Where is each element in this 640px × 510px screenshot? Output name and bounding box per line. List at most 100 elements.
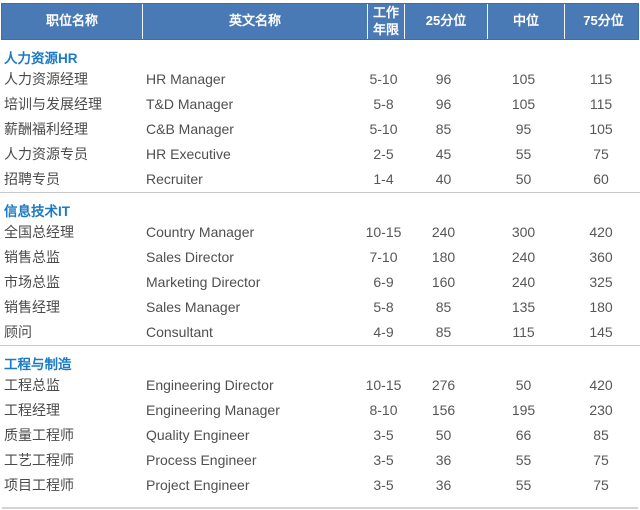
section-divider xyxy=(0,192,640,193)
section-it: 信息技术IT 全国总经理 Country Manager 10-15 240 300 420… xyxy=(0,193,640,346)
cell-median: 50 xyxy=(515,376,532,393)
cell-years: 7-10 xyxy=(369,248,398,265)
cell-p75: 75 xyxy=(593,451,609,468)
cell-p25: 45 xyxy=(435,145,452,162)
cell-position-name: 工程总监 xyxy=(4,376,60,393)
header-cell-english-name: 英文名称 xyxy=(142,4,367,39)
cell-position-name: 人力资源专员 xyxy=(4,145,88,162)
table-sections: 人力资源HR 人力资源经理 HR Manager 5-10 96 105 115 培训与发展经… xyxy=(0,40,640,509)
cell-english-name: Engineering Director xyxy=(146,376,274,393)
cell-median: 195 xyxy=(511,401,536,418)
table-header: 职位名称 英文名称 工作 年限 25分位 中位 75分位 xyxy=(1,3,639,40)
header-cell-median: 中位 xyxy=(487,4,564,39)
cell-p75: 420 xyxy=(589,376,613,393)
cell-p25: 85 xyxy=(435,120,452,137)
cell-years: 5-8 xyxy=(373,95,394,112)
cell-p75: 115 xyxy=(589,70,613,87)
table-row: 工程经理 Engineering Manager 8-10 156 195 230 xyxy=(0,397,640,422)
cell-p75: 325 xyxy=(589,273,613,290)
cell-median: 55 xyxy=(515,145,532,162)
cell-years: 2-5 xyxy=(373,145,394,162)
cell-p25: 156 xyxy=(431,401,456,418)
table-row: 顾问 Consultant 4-9 85 115 145 xyxy=(0,319,640,344)
cell-median: 55 xyxy=(515,451,532,468)
cell-english-name: T&D Manager xyxy=(146,95,234,112)
section-title: 工程与制造 xyxy=(4,357,72,372)
cell-p75: 75 xyxy=(593,476,609,493)
header-cell-p25: 25分位 xyxy=(404,4,487,39)
cell-p25: 36 xyxy=(435,451,452,468)
cell-years: 8-10 xyxy=(369,401,398,418)
cell-position-name: 市场总监 xyxy=(4,273,60,290)
table-row: 全国总经理 Country Manager 10-15 240 300 420 xyxy=(0,219,640,244)
header-cell-years: 工作 年限 xyxy=(367,4,404,39)
cell-position-name: 质量工程师 xyxy=(4,426,74,443)
table-row: 薪酬福利经理 C&B Manager 5-10 85 95 105 xyxy=(0,116,640,141)
table-row: 招聘专员 Recruiter 1-4 40 50 60 xyxy=(0,166,640,191)
cell-position-name: 工程经理 xyxy=(4,401,60,418)
cell-p75: 75 xyxy=(593,145,609,162)
cell-years: 4-9 xyxy=(373,323,394,340)
cell-years: 3-5 xyxy=(373,476,394,493)
section-hr: 人力资源HR 人力资源经理 HR Manager 5-10 96 105 115 培训与发展经… xyxy=(0,40,640,193)
section-engineering: 工程与制造工程总监 Engineering Director 10-15 276 50 4… xyxy=(0,346,640,509)
cell-median: 240 xyxy=(511,273,536,290)
cell-years: 5-8 xyxy=(373,298,394,315)
table-row: 培训与发展经理 T&D Manager 5-8 96 105 115 xyxy=(0,91,640,116)
cell-position-name: 项目工程师 xyxy=(4,476,74,493)
cell-english-name: Process Engineer xyxy=(146,451,257,468)
cell-english-name: HR Executive xyxy=(146,145,231,162)
cell-english-name: Country Manager xyxy=(146,223,255,240)
cell-english-name: Sales Manager xyxy=(146,298,241,315)
cell-position-name: 销售经理 xyxy=(4,298,60,315)
cell-position-name: 工艺工程师 xyxy=(4,451,74,468)
cell-p75: 145 xyxy=(589,323,613,340)
cell-years: 10-15 xyxy=(365,223,402,240)
cell-p75: 180 xyxy=(589,298,613,315)
cell-position-name: 顾问 xyxy=(4,323,32,340)
cell-p75: 360 xyxy=(589,248,613,265)
cell-position-name: 人力资源经理 xyxy=(4,70,88,87)
table-row: 工艺工程师 Process Engineer 3-5 36 55 75 xyxy=(0,447,640,472)
cell-p25: 160 xyxy=(431,273,456,290)
bottom-divider xyxy=(2,507,638,509)
header-cell-p75: 75分位 xyxy=(564,4,640,39)
cell-p75: 60 xyxy=(593,170,609,187)
cell-position-name: 销售总监 xyxy=(4,248,60,265)
cell-p75: 85 xyxy=(593,426,609,443)
cell-years: 6-9 xyxy=(373,273,394,290)
cell-years: 5-10 xyxy=(369,120,398,137)
table-row: 质量工程师 Quality Engineer 3-5 50 66 85 xyxy=(0,422,640,447)
table-row: 人力资源专员 HR Executive 2-5 45 55 75 xyxy=(0,141,640,166)
table-row: 市场总监 Marketing Director 6-9 160 240 325 xyxy=(0,269,640,294)
cell-p25: 240 xyxy=(431,223,456,240)
cell-median: 50 xyxy=(515,170,532,187)
cell-english-name: Marketing Director xyxy=(146,273,261,290)
cell-p75: 230 xyxy=(589,401,613,418)
cell-p75: 115 xyxy=(589,95,613,112)
table-row: 工程总监 Engineering Director 10-15 276 50 420 xyxy=(0,372,640,397)
cell-years: 1-4 xyxy=(373,170,394,187)
cell-p25: 85 xyxy=(435,298,452,315)
cell-p25: 85 xyxy=(435,323,452,340)
section-divider xyxy=(0,345,640,346)
cell-english-name: Sales Director xyxy=(146,248,234,265)
cell-p25: 50 xyxy=(435,426,452,443)
cell-english-name: HR Manager xyxy=(146,70,226,87)
cell-p75: 420 xyxy=(589,223,613,240)
cell-p25: 36 xyxy=(435,476,452,493)
cell-p25: 96 xyxy=(435,70,452,87)
cell-p25: 180 xyxy=(431,248,456,265)
table-row: 人力资源经理 HR Manager 5-10 96 105 115 xyxy=(0,66,640,91)
table-row: 销售总监 Sales Director 7-10 180 240 360 xyxy=(0,244,640,269)
cell-english-name: Project Engineer xyxy=(146,476,250,493)
cell-position-name: 招聘专员 xyxy=(4,170,60,187)
cell-median: 115 xyxy=(512,323,535,340)
table-row: 项目工程师 Project Engineer 3-5 36 55 75 xyxy=(0,472,640,497)
cell-median: 105 xyxy=(511,95,536,112)
cell-p25: 276 xyxy=(431,376,456,393)
cell-years: 5-10 xyxy=(369,70,398,87)
cell-years: 10-15 xyxy=(365,376,402,393)
cell-english-name: Quality Engineer xyxy=(146,426,250,443)
